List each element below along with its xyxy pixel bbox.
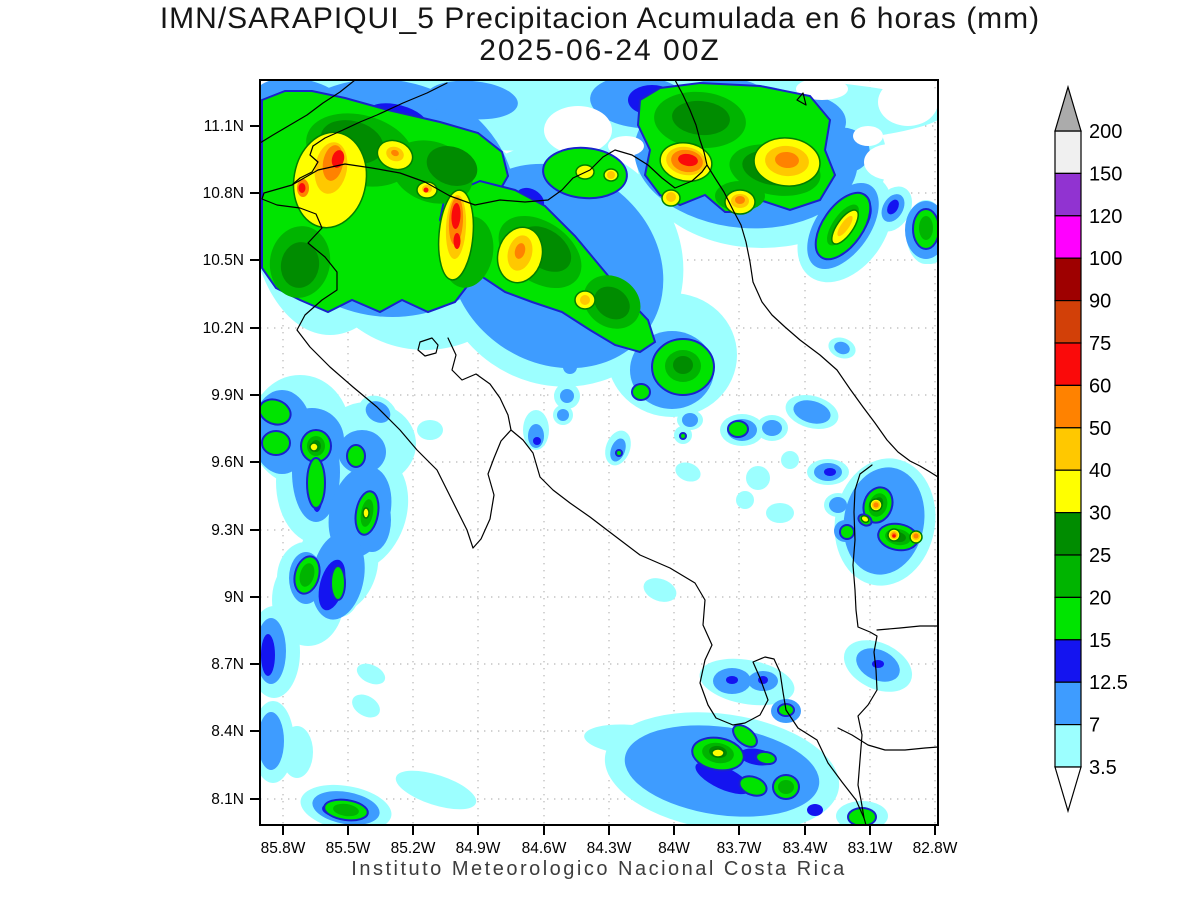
- y-axis-tick-label: 10.8N: [203, 185, 244, 202]
- x-axis-tick-label: 85.5W: [326, 840, 371, 857]
- colorbar-level-label: 200: [1089, 121, 1122, 143]
- x-axis-tick-label: 85.2W: [391, 840, 436, 857]
- colorbar-box: [1054, 639, 1082, 683]
- colorbar-box: [1054, 172, 1082, 217]
- colorbar-box: [1054, 130, 1082, 175]
- colorbar-level-label: 3.5: [1089, 757, 1117, 779]
- colorbar-level-label: 150: [1089, 163, 1122, 185]
- x-axis: 85.8W 85.5W 85.2W 84.9W 84.6W 84.3W 84W 83.7W 83…: [261, 825, 958, 857]
- colorbar-level-label: 15: [1089, 630, 1111, 652]
- x-axis-tick-label: 84.6W: [522, 840, 567, 857]
- colorbar-level-label: 50: [1089, 418, 1111, 440]
- x-axis-tick-label: 84.9W: [456, 840, 501, 857]
- colorbar-level-label: 60: [1089, 375, 1111, 397]
- map-area: [260, 80, 938, 825]
- y-axis-tick-label: 8.7N: [211, 656, 244, 673]
- y-axis-tick-label: 9.9N: [211, 387, 244, 404]
- colorbar-box: [1054, 596, 1082, 641]
- colorbar-box: [1054, 723, 1082, 768]
- x-axis-tick-label: 82.8W: [913, 840, 958, 857]
- footer-attribution: Instituto Meteorologico Nacional Costa R…: [351, 858, 847, 880]
- y-axis-tick-label: 11.1N: [204, 118, 244, 135]
- precipitation-field: [260, 80, 938, 825]
- colorbar-level-label: 100: [1089, 248, 1122, 270]
- map-frame: [259, 79, 939, 826]
- colorbar-level-label: 90: [1089, 291, 1111, 313]
- colorbar-box: [1054, 469, 1082, 514]
- colorbar-level-label: 12.5: [1089, 672, 1128, 694]
- colorbar-level-label: 25: [1089, 545, 1111, 567]
- colorbar: 200 150 120 100 90 75 60 50 40 30 25 20 15 12.5 7 3.5: [1054, 84, 1128, 814]
- x-axis-tick-label: 83.4W: [783, 840, 828, 857]
- colorbar-level-label: 75: [1089, 333, 1111, 355]
- colorbar-level-label: 20: [1089, 587, 1111, 609]
- coastlines-borders: [260, 80, 938, 825]
- colorbar-box: [1054, 554, 1082, 599]
- colorbar-level-label: 30: [1089, 503, 1111, 525]
- precip-layer-r1: [298, 150, 896, 538]
- colorbar-level-label: 120: [1089, 206, 1122, 228]
- y-axis-tick-label: 9.6N: [211, 454, 244, 471]
- colorbar-box: [1054, 342, 1082, 387]
- chart-subtitle-date: 2025-06-24 00Z: [479, 34, 721, 67]
- y-axis-tick-label: 9N: [224, 589, 244, 606]
- y-axis-tick-label: 10.2N: [203, 320, 244, 337]
- colorbar-box: [1054, 384, 1082, 429]
- precip-layer-w: [544, 80, 938, 180]
- x-axis-tick-label: 84W: [658, 840, 690, 857]
- colorbar-level-label: 7: [1089, 715, 1100, 737]
- chart-title: IMN/SARAPIQUI_5 Precipitacion Acumulada …: [159, 2, 1041, 35]
- y-axis-tick-label: 9.3N: [211, 522, 244, 539]
- x-axis-tick-label: 84.3W: [587, 840, 632, 857]
- x-axis-tick-label: 83.7W: [717, 840, 762, 857]
- y-axis-tick-label: 8.1N: [211, 791, 244, 808]
- colorbar-box: [1054, 300, 1082, 344]
- colorbar-box: [1054, 215, 1082, 259]
- colorbar-box: [1054, 681, 1082, 726]
- colorbar-level-label: 40: [1089, 460, 1111, 482]
- x-axis-tick-label: 85.8W: [261, 840, 306, 857]
- colorbar-box: [1054, 427, 1082, 471]
- colorbar-box: [1054, 511, 1082, 556]
- y-axis: 11.1N 10.8N 10.5N 10.2N 9.9N 9.6N 9.3N 9N 8.7N 8.…: [203, 118, 260, 808]
- colorbar-underflow-arrow-icon: [1054, 766, 1082, 814]
- y-axis-tick-label: 8.4N: [211, 723, 244, 740]
- y-axis-tick-label: 10.5N: [203, 252, 244, 269]
- colorbar-overflow-arrow-icon: [1054, 84, 1082, 132]
- x-axis-tick-label: 83.1W: [848, 840, 893, 857]
- colorbar-box: [1054, 257, 1082, 302]
